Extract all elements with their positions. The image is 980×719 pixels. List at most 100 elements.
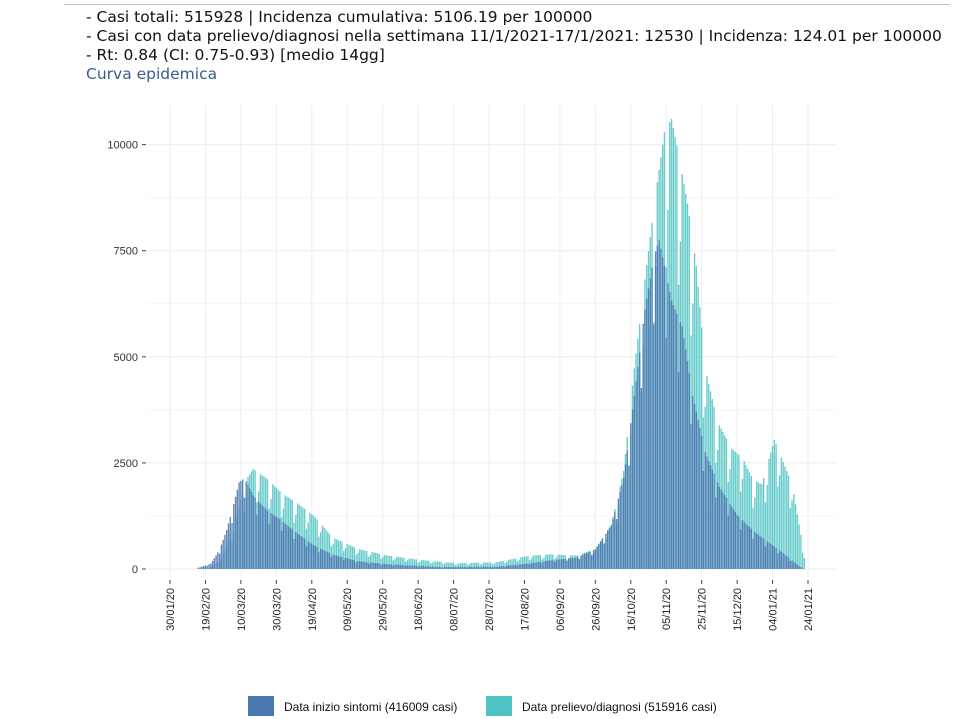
bar-sintomi <box>580 555 582 569</box>
bar-sintomi <box>302 537 304 569</box>
bar-diagnosi <box>367 556 370 569</box>
bar-sintomi <box>288 526 290 569</box>
bar-sintomi <box>323 550 325 569</box>
bar-sintomi <box>770 543 772 569</box>
x-tick-label: 10/03/20 <box>236 588 248 631</box>
bar-diagnosi <box>770 452 772 569</box>
bar-diagnosi <box>768 458 770 569</box>
bar-diagnosi <box>782 462 784 569</box>
bar-diagnosi <box>747 468 749 569</box>
bar-sintomi <box>217 552 219 569</box>
bar-sintomi <box>330 557 332 569</box>
bar-sintomi <box>300 536 302 569</box>
bar-diagnosi <box>527 555 529 569</box>
bar-diagnosi <box>794 504 797 569</box>
bar-sintomi <box>644 309 646 569</box>
bar-sintomi <box>665 338 667 569</box>
bar-diagnosi <box>801 552 804 569</box>
bar-sintomi <box>711 469 713 569</box>
bar-sintomi <box>619 491 621 569</box>
bar-sintomi <box>250 491 253 569</box>
bar-diagnosi <box>481 563 483 569</box>
bar-sintomi <box>543 561 545 569</box>
bar-diagnosi <box>470 562 472 569</box>
bar-sintomi <box>241 479 244 569</box>
top-divider <box>64 4 950 5</box>
bar-sintomi <box>373 562 375 569</box>
bar-sintomi <box>628 465 630 569</box>
bar-sintomi <box>541 563 543 569</box>
bar-sintomi <box>266 510 269 569</box>
bar-diagnosi <box>463 563 465 569</box>
bar-sintomi <box>353 560 356 569</box>
bar-diagnosi <box>413 559 416 569</box>
bar-diagnosi <box>495 562 497 569</box>
bar-sintomi <box>584 554 586 569</box>
bar-sintomi <box>782 553 784 569</box>
bar-sintomi <box>346 558 348 569</box>
bar-sintomi <box>598 544 600 569</box>
bar-sintomi <box>780 551 783 569</box>
bar-sintomi <box>435 566 437 569</box>
bar-sintomi <box>635 381 637 569</box>
bar-sintomi <box>573 557 575 569</box>
bar-diagnosi <box>500 561 503 569</box>
bar-sintomi <box>270 513 272 569</box>
bar-sintomi <box>309 542 311 569</box>
bar-sintomi <box>325 551 327 569</box>
bar-diagnosi <box>468 564 471 569</box>
bar-diagnosi <box>780 457 783 569</box>
bar-sintomi <box>571 558 573 569</box>
bar-sintomi <box>484 566 487 569</box>
bar-diagnosi <box>791 500 793 569</box>
bar-sintomi <box>445 567 448 569</box>
bar-sintomi <box>562 559 565 569</box>
bar-sintomi <box>366 562 368 569</box>
bar-sintomi <box>520 564 522 569</box>
bar-diagnosi <box>514 558 517 569</box>
bar-diagnosi <box>734 451 737 569</box>
bar-diagnosi <box>389 555 391 569</box>
bar-diagnosi <box>412 558 414 569</box>
bar-diagnosi <box>461 563 464 569</box>
x-tick-label: 25/11/20 <box>697 588 709 630</box>
bar-sintomi <box>399 564 402 569</box>
bar-sintomi <box>631 409 634 569</box>
bar-sintomi <box>506 565 508 569</box>
bar-sintomi <box>440 567 442 569</box>
bar-diagnosi <box>403 557 405 569</box>
bar-sintomi <box>739 529 742 569</box>
bar-sintomi <box>211 560 214 569</box>
bar-diagnosi <box>738 454 740 569</box>
bar-diagnosi <box>364 550 366 569</box>
bar-sintomi <box>624 464 627 569</box>
bar-diagnosi <box>537 555 540 569</box>
bar-sintomi <box>367 563 370 569</box>
bar-sintomi <box>690 424 692 569</box>
grid-layer <box>148 105 836 578</box>
bar-diagnosi <box>426 560 428 569</box>
bar-diagnosi <box>506 561 508 569</box>
weekly-cases-line: - Casi con data prelievo/diagnosi nella … <box>86 27 942 45</box>
bar-sintomi <box>592 550 595 569</box>
bar-sintomi <box>591 554 593 569</box>
bar-sintomi <box>327 552 329 569</box>
bar-diagnosi <box>521 557 524 569</box>
bar-sintomi <box>204 565 207 569</box>
bar-diagnosi <box>479 564 481 569</box>
bar-sintomi <box>610 525 612 569</box>
bar-diagnosi <box>534 555 536 569</box>
bar-diagnosi <box>399 557 402 569</box>
bar-sintomi <box>521 564 524 569</box>
bar-sintomi <box>424 566 426 569</box>
bar-diagnosi <box>424 560 426 569</box>
bar-sintomi <box>452 567 455 569</box>
bar-sintomi <box>741 520 744 569</box>
bar-sintomi <box>695 411 698 569</box>
x-tick-label: 29/05/20 <box>378 588 390 631</box>
bar-sintomi <box>403 565 405 569</box>
bar-diagnosi <box>484 562 487 569</box>
bar-diagnosi <box>415 559 418 569</box>
bar-diagnosi <box>532 555 534 569</box>
bar-sintomi <box>757 534 760 569</box>
